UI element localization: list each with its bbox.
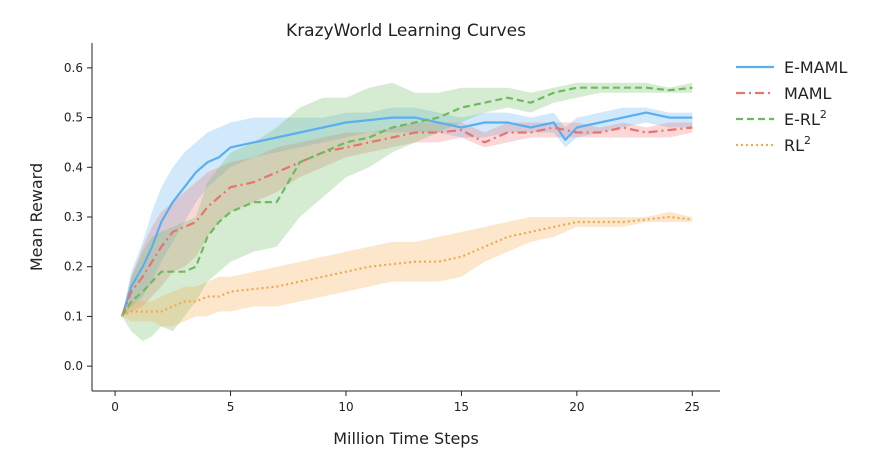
x-tick-label: 15 bbox=[454, 400, 469, 414]
x-tick-label: 20 bbox=[569, 400, 584, 414]
y-tick-label: 0.6 bbox=[64, 61, 83, 75]
y-tick-label: 0.5 bbox=[64, 111, 83, 125]
series-lines bbox=[120, 86, 693, 318]
band-maml bbox=[122, 122, 693, 317]
axes: 0 5 10 15 20 25 0.0 0.1 0.2 0.3 0.4 0.5 0.6 bbox=[64, 43, 720, 414]
line-rl2 bbox=[121, 215, 693, 318]
y-tick-label: 0.4 bbox=[64, 160, 83, 174]
y-tick-label: 0.2 bbox=[64, 260, 83, 274]
line-e-maml bbox=[120, 111, 693, 317]
legend-label-maml: MAML bbox=[784, 84, 832, 103]
x-tick-label: 10 bbox=[338, 400, 353, 414]
line-maml bbox=[120, 126, 693, 317]
chart-title: KrazyWorld Learning Curves bbox=[286, 21, 526, 41]
x-axis-title: Million Time Steps bbox=[333, 429, 479, 448]
legend-label-rl2: RL2 bbox=[784, 134, 811, 155]
band-e-rl2 bbox=[122, 82, 693, 342]
legend: E-MAML MAML E-RL2 RL2 bbox=[736, 58, 847, 155]
line-e-rl2 bbox=[121, 86, 693, 317]
x-tick-label: 0 bbox=[111, 400, 119, 414]
y-tick-label: 0.0 bbox=[64, 359, 83, 373]
y-tick-label: 0.1 bbox=[64, 309, 83, 323]
x-tick-label: 5 bbox=[227, 400, 235, 414]
legend-label-e-rl2: E-RL2 bbox=[784, 108, 827, 129]
y-axis-title: Mean Reward bbox=[27, 163, 46, 271]
x-tick-label: 25 bbox=[685, 400, 700, 414]
confidence-bands bbox=[122, 82, 693, 342]
legend-label-e-maml: E-MAML bbox=[784, 58, 847, 77]
y-tick-label: 0.3 bbox=[64, 210, 83, 224]
band-rl2 bbox=[122, 212, 693, 327]
